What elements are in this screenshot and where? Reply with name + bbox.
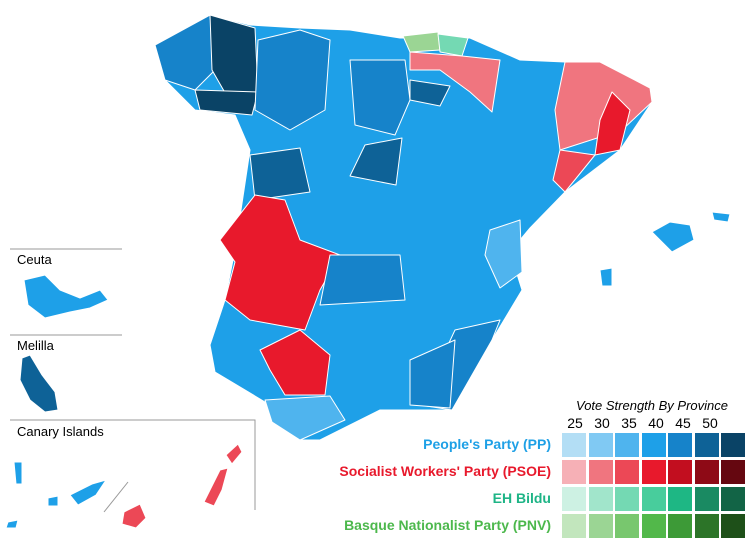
tick: 35	[621, 415, 637, 431]
canary-label: Canary Islands	[17, 424, 104, 439]
canary-la-palma	[13, 461, 23, 485]
canary-frame	[10, 419, 256, 510]
legend-swatch	[562, 514, 586, 538]
tick: 50	[702, 415, 718, 431]
province-soria	[349, 137, 403, 186]
province-badajoz-caceres	[219, 194, 341, 331]
ceuta-label: Ceuta	[17, 252, 52, 267]
tick: 45	[675, 415, 691, 431]
legend-swatch	[562, 460, 586, 484]
legend-swatch	[615, 487, 639, 511]
balearic-mallorca	[651, 221, 695, 253]
tick: 40	[648, 415, 664, 431]
canary-tenerife	[69, 479, 107, 506]
canary-gomera	[47, 495, 59, 507]
legend-swatch	[641, 487, 666, 511]
tick: 30	[594, 415, 610, 431]
legend-swatch	[721, 514, 745, 538]
province-asturias-leon	[254, 29, 331, 131]
legend-swatch	[588, 487, 613, 511]
legend-swatch	[721, 487, 745, 511]
legend-swatch	[588, 433, 613, 457]
melilla-label: Melilla	[17, 338, 54, 353]
legend-swatch	[615, 514, 639, 538]
legend-swatch	[615, 460, 639, 484]
balearic-ibiza	[599, 267, 613, 287]
balearic-menorca	[711, 211, 731, 223]
province-zamora	[249, 147, 311, 201]
province-sevilla	[259, 329, 331, 396]
province-barcelona	[594, 91, 631, 156]
province-jaen-granada	[409, 339, 456, 409]
legend-party-label: Basque Nationalist Party (PNV)	[344, 517, 551, 533]
legend-swatch	[668, 514, 692, 538]
province-cadiz-malaga	[264, 395, 346, 441]
canary-lanzarote	[225, 443, 243, 465]
legend-swatch	[641, 433, 666, 457]
canary-fuerteventura	[203, 467, 229, 507]
legend-title: Vote Strength By Province	[576, 398, 728, 413]
legend-swatch	[668, 433, 692, 457]
canary-separator	[103, 481, 129, 513]
province-coruna	[154, 14, 216, 91]
legend-swatch	[641, 460, 666, 484]
legend-swatch	[615, 433, 639, 457]
legend-swatch	[562, 433, 586, 457]
province-tarragona	[552, 149, 596, 193]
tick: 25	[567, 415, 583, 431]
legend-swatch	[641, 514, 666, 538]
legend-party-label: EH Bildu	[492, 490, 551, 506]
province-burgos	[349, 59, 411, 136]
legend-swatch	[668, 460, 692, 484]
legend-party-label: People's Party (PP)	[423, 436, 551, 452]
canary-hierro	[5, 519, 19, 529]
legend-swatch	[694, 487, 719, 511]
legend-swatch	[668, 487, 692, 511]
province-gipuzkoa	[437, 33, 469, 57]
province-valencia	[484, 219, 523, 289]
legend-swatch	[721, 433, 745, 457]
province-bizkaia	[402, 31, 441, 53]
melilla-shape	[19, 354, 59, 413]
province-lleida-girona	[554, 61, 653, 151]
province-ourense	[194, 89, 259, 116]
province-ciudad-real	[319, 254, 406, 306]
province-la-rioja	[409, 79, 451, 107]
canary-gran-canaria	[121, 503, 147, 529]
legend-swatch	[694, 460, 719, 484]
legend-party-label: Socialist Workers' Party (PSOE)	[339, 463, 551, 479]
ceuta-shape	[23, 274, 109, 319]
province-navarra-alava	[409, 51, 501, 113]
legend-swatch	[694, 433, 719, 457]
legend-swatch	[588, 514, 613, 538]
legend-swatch	[721, 460, 745, 484]
legend-swatch	[694, 514, 719, 538]
legend-swatch	[588, 460, 613, 484]
legend-swatch	[562, 487, 586, 511]
